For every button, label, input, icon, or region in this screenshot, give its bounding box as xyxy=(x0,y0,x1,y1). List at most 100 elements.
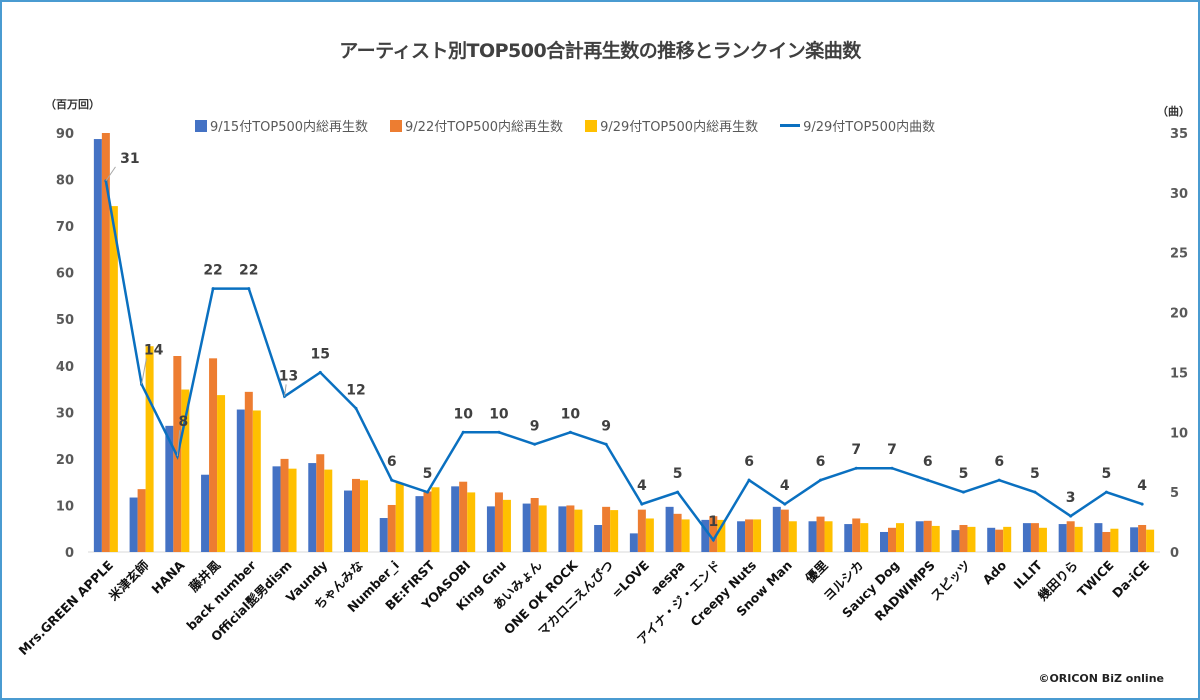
bar-0915 xyxy=(594,524,603,552)
bar-0915 xyxy=(987,527,996,552)
category-label: スピッツ xyxy=(928,558,974,604)
song-count-point xyxy=(461,430,465,434)
bar-0915 xyxy=(1130,527,1139,552)
bar-0915 xyxy=(451,486,460,552)
category-label: HANA xyxy=(148,557,187,596)
bar-0929 xyxy=(753,519,762,552)
bar-0922 xyxy=(1030,523,1039,552)
song-count-point xyxy=(425,490,429,494)
category-label: Da-iCE xyxy=(1109,558,1152,601)
legend-label-0922: 9/22付TOP500内総再生数 xyxy=(405,120,564,135)
category-label: TWICE xyxy=(1074,558,1116,600)
bar-0929 xyxy=(931,525,940,552)
bar-0922 xyxy=(637,509,646,552)
left-axis-tick: 0 xyxy=(65,546,74,561)
chart-title: アーティスト別TOP500合計再生数の推移とランクイン楽曲数 xyxy=(339,40,861,62)
song-count-label: 7 xyxy=(851,442,861,458)
bar-0922 xyxy=(423,491,432,552)
bar-0929 xyxy=(467,492,476,552)
label-leader-line xyxy=(284,384,287,397)
bar-0922 xyxy=(530,497,539,552)
song-count-label: 13 xyxy=(279,368,298,384)
song-count-point xyxy=(318,370,322,374)
legend-swatch-0915 xyxy=(195,119,207,132)
song-count-point xyxy=(926,478,930,482)
right-axis-tick: 20 xyxy=(1170,307,1188,322)
song-count-label: 4 xyxy=(637,478,647,494)
right-axis-unit: （曲） xyxy=(1157,105,1190,118)
right-axis-tick: 10 xyxy=(1170,426,1188,441)
legend-swatch-songs xyxy=(780,124,801,127)
bar-0922 xyxy=(852,518,861,552)
bar-0929 xyxy=(145,346,154,552)
left-axis-tick: 90 xyxy=(56,127,74,142)
song-count-point xyxy=(354,406,358,410)
bar-0915 xyxy=(379,518,388,552)
bar-0915 xyxy=(486,506,495,552)
song-count-point xyxy=(1140,502,1144,506)
bar-0929 xyxy=(252,410,261,552)
song-count-label: 5 xyxy=(1030,466,1040,482)
bar-0929 xyxy=(1146,529,1155,552)
bar-0929 xyxy=(717,519,726,552)
song-count-label: 7 xyxy=(887,442,897,458)
legend-item-0922: 9/22付TOP500内総再生数 xyxy=(390,116,563,135)
label-leader-line xyxy=(141,358,147,385)
bar-0922 xyxy=(494,492,503,552)
bar-0929 xyxy=(1110,528,1119,552)
song-count-label: 5 xyxy=(673,466,683,482)
bar-0929 xyxy=(1003,526,1012,552)
song-count-point xyxy=(640,502,644,506)
song-count-point xyxy=(568,430,572,434)
bar-0922 xyxy=(995,529,1004,552)
song-count-point xyxy=(961,490,965,494)
right-axis-tick: 30 xyxy=(1170,187,1188,202)
label-leader-line xyxy=(105,166,116,182)
bar-0922 xyxy=(745,519,754,552)
song-count-label: 6 xyxy=(994,454,1004,470)
bar-0929 xyxy=(1074,526,1083,552)
bar-0929 xyxy=(538,505,547,552)
song-count-label: 6 xyxy=(744,454,754,470)
song-count-point xyxy=(854,466,858,470)
bar-0922 xyxy=(352,478,360,552)
bar-0929 xyxy=(217,395,226,552)
bar-0922 xyxy=(280,458,289,552)
bar-0929 xyxy=(967,526,976,552)
bar-0915 xyxy=(951,530,960,552)
bar-0915 xyxy=(522,503,531,552)
song-count-point xyxy=(1033,490,1037,494)
bar-0915 xyxy=(880,531,888,552)
bar-0915 xyxy=(808,521,817,552)
left-axis-tick: 30 xyxy=(56,406,74,421)
song-count-label: 5 xyxy=(423,466,433,482)
bar-0915 xyxy=(93,139,102,552)
bar-0915 xyxy=(236,409,245,552)
song-count-label: 4 xyxy=(1137,478,1147,494)
bar-0922 xyxy=(137,489,146,552)
legend-label-0929: 9/29付TOP500内総再生数 xyxy=(600,120,759,135)
bar-0915 xyxy=(272,466,281,552)
song-count-label: 10 xyxy=(489,406,509,422)
right-axis-tick: 35 xyxy=(1170,127,1188,142)
song-count-point xyxy=(997,478,1001,482)
song-count-label: 9 xyxy=(530,418,540,434)
bar-0929 xyxy=(502,499,511,552)
left-axis-tick: 40 xyxy=(56,360,74,375)
category-label: 幾田りら xyxy=(1035,558,1081,604)
song-count-point xyxy=(747,478,751,482)
bar-0922 xyxy=(888,527,896,552)
bar-0915 xyxy=(629,533,638,552)
right-axis-tick: 0 xyxy=(1170,546,1179,561)
left-axis-tick: 70 xyxy=(56,220,74,235)
category-label: Mrs.GREEN APPLE xyxy=(16,558,116,658)
bar-0922 xyxy=(566,505,575,552)
left-axis-tick: 80 xyxy=(56,174,74,189)
song-count-label: 15 xyxy=(311,346,330,362)
bar-0929 xyxy=(324,469,333,552)
bar-0929 xyxy=(896,523,904,552)
song-count-label: 12 xyxy=(346,382,365,398)
bar-0922 xyxy=(316,454,325,552)
song-count-label: 6 xyxy=(387,454,397,470)
